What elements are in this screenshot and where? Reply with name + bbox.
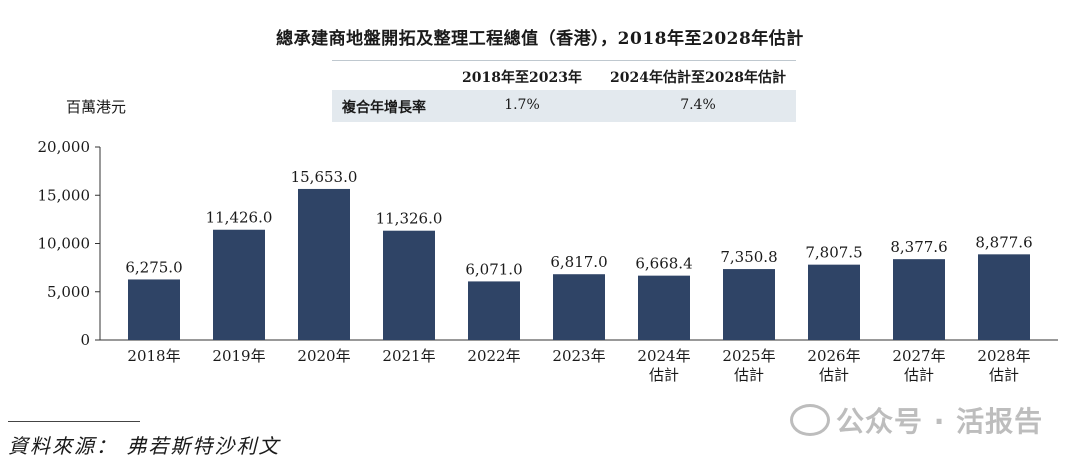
x-tick-label: 2028年 <box>977 347 1030 365</box>
x-tick-label: 2027年 <box>892 347 945 365</box>
y-tick-label: 0 <box>80 331 90 349</box>
bar <box>128 279 180 340</box>
bar-value-label: 6,817.0 <box>550 253 607 271</box>
bar <box>723 269 775 340</box>
cagr-header-row: 2018年至2023年 2024年估計至2028年估計 <box>332 60 796 91</box>
x-tick-label: 2018年 <box>127 347 180 365</box>
chart-labels: 6,275.0 2018年 11,426.0 2019年 15,653.0 2020年 11… <box>125 168 1032 384</box>
x-tick-label: 2023年 <box>552 347 605 365</box>
x-tick-label: 2021年 <box>382 347 435 365</box>
bar-value-label: 7,350.8 <box>720 248 777 266</box>
bar <box>383 230 435 340</box>
x-tick-label: 2024年 <box>637 347 690 365</box>
x-tick-label: 估計 <box>904 366 934 384</box>
cagr-value-1: 1.7% <box>504 97 540 113</box>
bar <box>213 229 265 340</box>
bar-value-label: 6,275.0 <box>125 258 182 276</box>
bar-value-label: 6,071.0 <box>465 260 522 278</box>
bar <box>808 264 860 340</box>
cagr-table: 2018年至2023年 2024年估計至2028年估計 複合年增長率 1.7% … <box>332 60 796 122</box>
bar-value-label: 15,653.0 <box>291 168 358 186</box>
bar <box>638 275 690 340</box>
y-tick-label: 5,000 <box>47 283 90 301</box>
bar-value-label: 7,807.5 <box>805 244 862 262</box>
x-tick-label: 2026年 <box>807 347 860 365</box>
bar <box>468 281 520 340</box>
x-tick-label: 2019年 <box>212 347 265 365</box>
bar <box>893 259 945 340</box>
source-note: 資料來源： 弗若斯特沙利文 <box>8 434 281 458</box>
y-tick-label: 10,000 <box>38 235 91 253</box>
wechat-icon <box>790 404 830 436</box>
chart-title: 總承建商地盤開拓及整理工程總值（香港），2018年至2028年估計 <box>276 29 804 49</box>
bar-value-label: 11,326.0 <box>376 210 443 228</box>
x-tick-label: 估計 <box>819 366 849 384</box>
x-tick-label: 估計 <box>989 366 1019 384</box>
bar-value-label: 11,426.0 <box>206 209 273 227</box>
x-tick-label: 2022年 <box>467 347 520 365</box>
y-tick-label: 15,000 <box>38 186 91 204</box>
bar-value-label: 6,668.4 <box>635 255 692 273</box>
x-tick-label: 估計 <box>649 366 679 384</box>
watermark: 公众号 · 活报告 <box>790 400 1043 440</box>
source-divider <box>8 421 140 422</box>
chart-bars <box>128 188 1030 340</box>
bar <box>978 254 1030 340</box>
bar-value-label: 8,377.6 <box>890 238 947 256</box>
y-axis-unit-label: 百萬港元 <box>66 98 127 116</box>
y-tick-label: 20,000 <box>38 138 91 156</box>
bar-chart: 20,000 15,000 10,000 5,000 0 6,275.0 2018年 11,… <box>38 138 1058 384</box>
cagr-row-label: 複合年增長率 <box>342 100 426 116</box>
bar <box>553 274 605 340</box>
cagr-header-period-2: 2024年估計至2028年估計 <box>610 70 786 86</box>
bar-value-label: 8,877.6 <box>975 233 1032 251</box>
bar <box>298 188 350 340</box>
cagr-header-period-1: 2018年至2023年 <box>462 70 582 86</box>
cagr-data-row: 複合年增長率 1.7% 7.4% <box>332 90 796 122</box>
x-tick-label: 2025年 <box>722 347 775 365</box>
watermark-text: 公众号 · 活报告 <box>836 405 1044 438</box>
x-tick-label: 估計 <box>734 366 764 384</box>
x-tick-label: 2020年 <box>297 347 350 365</box>
cagr-value-2: 7.4% <box>680 97 716 113</box>
